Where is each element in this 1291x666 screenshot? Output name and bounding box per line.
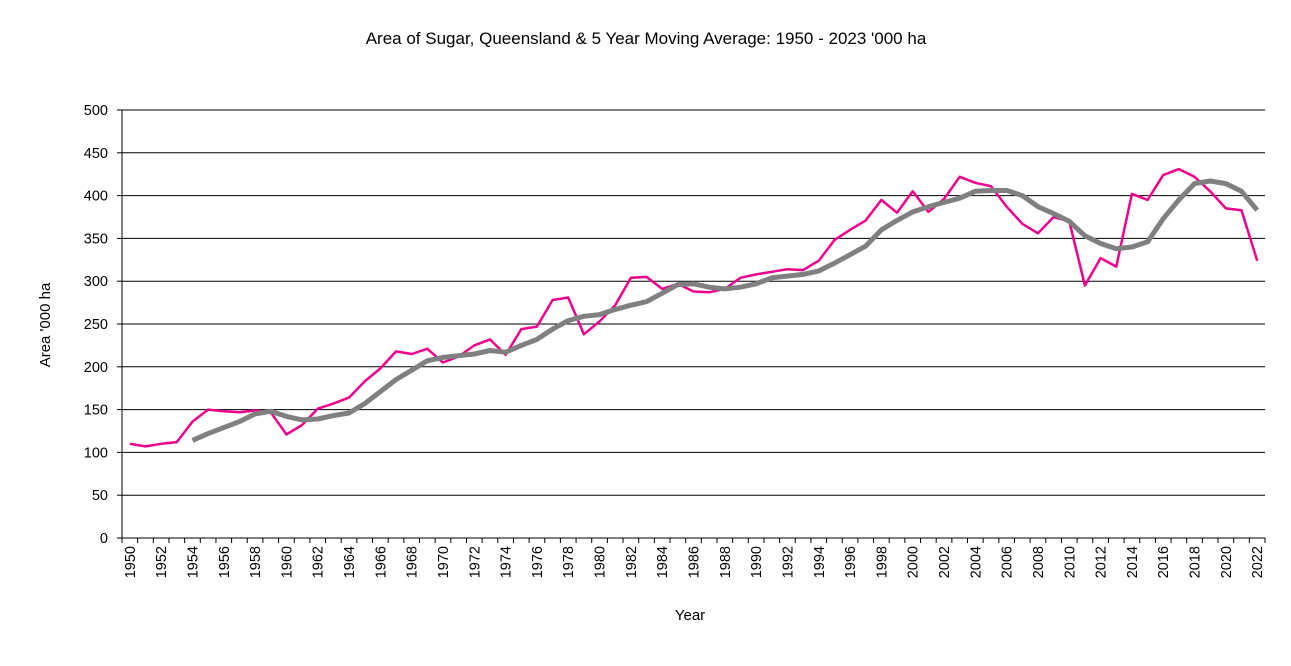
x-tick-label: 1952 [154, 546, 170, 578]
x-tick-label: 2000 [906, 546, 922, 578]
x-tick-label: 2002 [937, 546, 953, 578]
x-tick-label: 2018 [1188, 546, 1204, 578]
x-tick-label: 1976 [530, 546, 546, 578]
x-tick-label: 2012 [1094, 546, 1110, 578]
y-axis: 0 50 100 150 200 250 300 350 400 450 500 [84, 103, 123, 547]
x-tick-label: 1970 [436, 546, 452, 578]
x-tick-label: 1972 [467, 546, 483, 578]
x-tick-label: 1968 [405, 546, 421, 578]
x-tick-label: 2016 [1156, 546, 1172, 578]
x-tick-label: 1950 [123, 546, 139, 578]
y-tick-label: 150 [84, 403, 108, 419]
x-tick-label: 2006 [1000, 546, 1016, 578]
x-tick-label: 1978 [561, 546, 577, 578]
x-tick-label: 1992 [780, 546, 796, 578]
y-tick-label: 400 [84, 189, 108, 205]
x-tick-label: 1998 [874, 546, 890, 578]
x-tick-label: 1958 [248, 546, 264, 578]
x-tick-label: 2014 [1125, 546, 1141, 578]
x-axis: 1950 1952 1954 1956 1958 1960 1962 1964 1966 1968… [121, 537, 1266, 578]
x-tick-label: 1988 [718, 546, 734, 578]
x-tick-label: 2022 [1250, 546, 1266, 578]
x-tick-label: 1994 [812, 546, 828, 578]
x-tick-label: 2010 [1062, 546, 1078, 578]
x-tick-label: 1962 [311, 546, 327, 578]
gridlines [122, 109, 1265, 496]
x-tick-label: 1956 [217, 546, 233, 578]
x-tick-label: 2020 [1219, 546, 1235, 578]
x-tick-label: 1982 [624, 546, 640, 578]
x-tick-label: 1954 [185, 546, 201, 578]
x-tick-label: 1960 [279, 546, 295, 578]
y-tick-label: 450 [84, 146, 108, 162]
series-line-moving-average [191, 178, 1260, 443]
x-tick-label: 1986 [687, 546, 703, 578]
x-tick-label: 2008 [1031, 546, 1047, 578]
y-tick-label: 300 [84, 274, 108, 290]
x-tick-label: 2004 [968, 546, 984, 578]
x-tick-label: 1964 [342, 546, 358, 578]
series-group [129, 167, 1260, 448]
y-tick-label: 350 [84, 231, 108, 247]
y-tick-label: 500 [84, 103, 108, 119]
x-axis-title: Year [675, 607, 705, 624]
y-axis-title: Area '000 ha [37, 282, 54, 367]
y-tick-label: 0 [100, 531, 108, 547]
x-tick-label: 1996 [843, 546, 859, 578]
chart-title: Area of Sugar, Queensland & 5 Year Movin… [366, 29, 927, 48]
x-tick-label: 1984 [655, 546, 671, 578]
y-tick-label: 100 [84, 445, 108, 461]
x-tick-label: 1990 [749, 546, 765, 578]
y-tick-label: 250 [84, 317, 108, 333]
series-line-area [129, 167, 1259, 448]
x-tick-label: 1966 [373, 546, 389, 578]
y-tick-label: 50 [92, 488, 108, 504]
y-tick-label: 200 [84, 360, 108, 376]
x-tick-label: 1974 [499, 546, 515, 578]
x-tick-label: 1980 [593, 546, 609, 578]
